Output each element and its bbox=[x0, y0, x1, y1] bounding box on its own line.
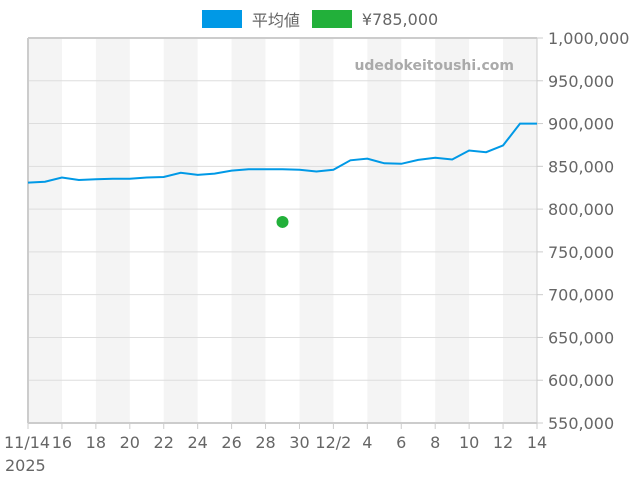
svg-text:28: 28 bbox=[255, 433, 275, 452]
date-bands bbox=[28, 38, 537, 423]
legend-label-price: ¥785,000 bbox=[361, 9, 439, 29]
svg-text:10: 10 bbox=[459, 433, 479, 452]
svg-text:750,000: 750,000 bbox=[548, 243, 614, 262]
svg-text:550,000: 550,000 bbox=[548, 414, 614, 433]
svg-text:650,000: 650,000 bbox=[548, 328, 614, 347]
svg-text:2025: 2025 bbox=[5, 456, 46, 475]
svg-text:26: 26 bbox=[221, 433, 241, 452]
svg-text:12/2: 12/2 bbox=[315, 433, 351, 452]
chart-legend: 平均値 ¥785,000 bbox=[0, 8, 640, 30]
svg-text:4: 4 bbox=[362, 433, 372, 452]
svg-text:850,000: 850,000 bbox=[548, 157, 614, 176]
svg-text:30: 30 bbox=[289, 433, 309, 452]
watermark: udedokeitoushi.com bbox=[354, 58, 514, 74]
legend-swatch-average bbox=[201, 10, 242, 28]
svg-text:20: 20 bbox=[120, 433, 140, 452]
svg-text:6: 6 bbox=[396, 433, 406, 452]
legend-item-average[interactable]: 平均値 bbox=[201, 7, 300, 31]
svg-text:22: 22 bbox=[154, 433, 174, 452]
svg-text:24: 24 bbox=[187, 433, 207, 452]
price-point[interactable] bbox=[276, 215, 289, 228]
axes bbox=[27, 37, 543, 429]
svg-text:900,000: 900,000 bbox=[548, 115, 614, 134]
svg-text:16: 16 bbox=[52, 433, 72, 452]
svg-text:8: 8 bbox=[430, 433, 440, 452]
svg-text:12: 12 bbox=[493, 433, 513, 452]
svg-text:600,000: 600,000 bbox=[548, 371, 614, 390]
svg-text:11/14: 11/14 bbox=[4, 433, 50, 452]
legend-item-price[interactable]: ¥785,000 bbox=[311, 9, 439, 29]
legend-swatch-price bbox=[311, 10, 352, 28]
svg-text:18: 18 bbox=[86, 433, 106, 452]
svg-text:950,000: 950,000 bbox=[548, 72, 614, 91]
svg-text:700,000: 700,000 bbox=[548, 286, 614, 305]
y-axis-labels: 550,000 600,000 650,000 700,000 750,000 800,0… bbox=[548, 29, 629, 433]
svg-text:800,000: 800,000 bbox=[548, 200, 614, 219]
svg-text:1,000,000: 1,000,000 bbox=[548, 29, 629, 48]
x-axis-labels: 11/14 2025 16 18 20 22 24 26 28 30 12/2 4 6 8 10 12 14 bbox=[4, 433, 547, 475]
legend-label-average: 平均値 bbox=[251, 11, 300, 30]
average-price-line[interactable] bbox=[27, 122, 537, 184]
price-points[interactable] bbox=[276, 215, 289, 228]
svg-text:14: 14 bbox=[527, 433, 547, 452]
